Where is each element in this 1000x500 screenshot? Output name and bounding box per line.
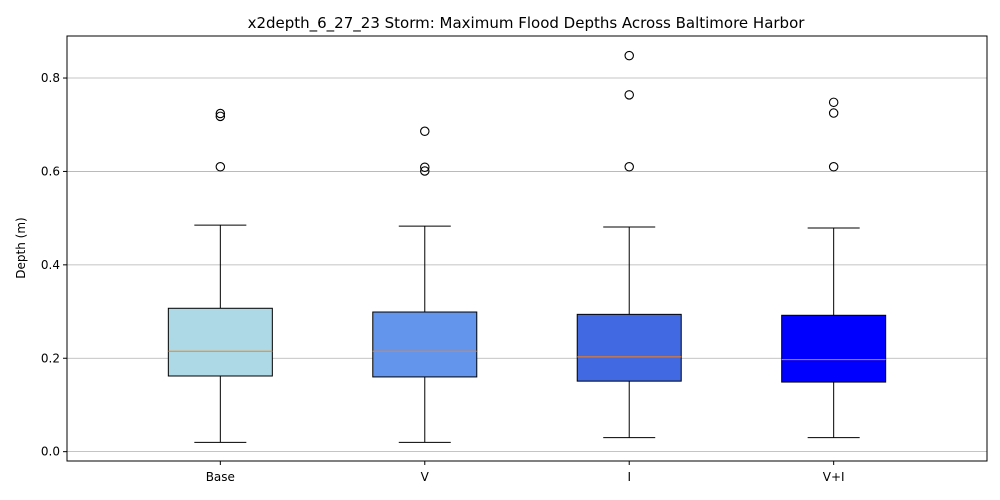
y-tick-label: 0.0 bbox=[41, 445, 60, 459]
iqr-box bbox=[576, 313, 682, 382]
iqr-box bbox=[781, 314, 887, 383]
outlier-point bbox=[624, 162, 634, 172]
x-axis: Base V I V+I bbox=[206, 461, 845, 484]
outlier-point bbox=[624, 90, 634, 100]
y-axis: 0.0 0.2 0.4 0.6 0.8 bbox=[41, 71, 67, 459]
iqr-box bbox=[372, 311, 478, 378]
outlier-point bbox=[420, 166, 430, 176]
plot-area-frame bbox=[66, 35, 988, 462]
outlier-point bbox=[215, 108, 226, 119]
grid-lines bbox=[67, 77, 987, 453]
y-axis-label: Depth (m) bbox=[14, 217, 28, 278]
iqr-box bbox=[167, 307, 273, 377]
x-tick-label: Base bbox=[206, 470, 235, 484]
y-tick-label: 0.4 bbox=[41, 258, 60, 272]
y-tick-label: 0.8 bbox=[41, 71, 60, 85]
outlier-point bbox=[215, 111, 226, 122]
x-tick-label: V bbox=[421, 470, 430, 484]
box-v-i bbox=[781, 97, 887, 439]
outlier-point bbox=[420, 126, 430, 137]
box-i bbox=[576, 50, 682, 439]
x-tick-label: V+I bbox=[823, 470, 845, 484]
x-tick-label: I bbox=[627, 470, 631, 484]
outlier-point bbox=[624, 50, 634, 61]
box-plots bbox=[167, 50, 887, 443]
chart-title: x2depth_6_27_23 Storm: Maximum Flood Dep… bbox=[248, 14, 806, 33]
box-v bbox=[372, 126, 478, 443]
outlier-point bbox=[828, 97, 839, 108]
box-base bbox=[167, 108, 273, 443]
outlier-point bbox=[828, 108, 839, 118]
y-tick-label: 0.6 bbox=[41, 164, 60, 178]
outlier-point bbox=[215, 162, 226, 172]
y-tick-label: 0.2 bbox=[41, 351, 60, 365]
outlier-point bbox=[828, 162, 839, 172]
outlier-point bbox=[420, 162, 430, 172]
